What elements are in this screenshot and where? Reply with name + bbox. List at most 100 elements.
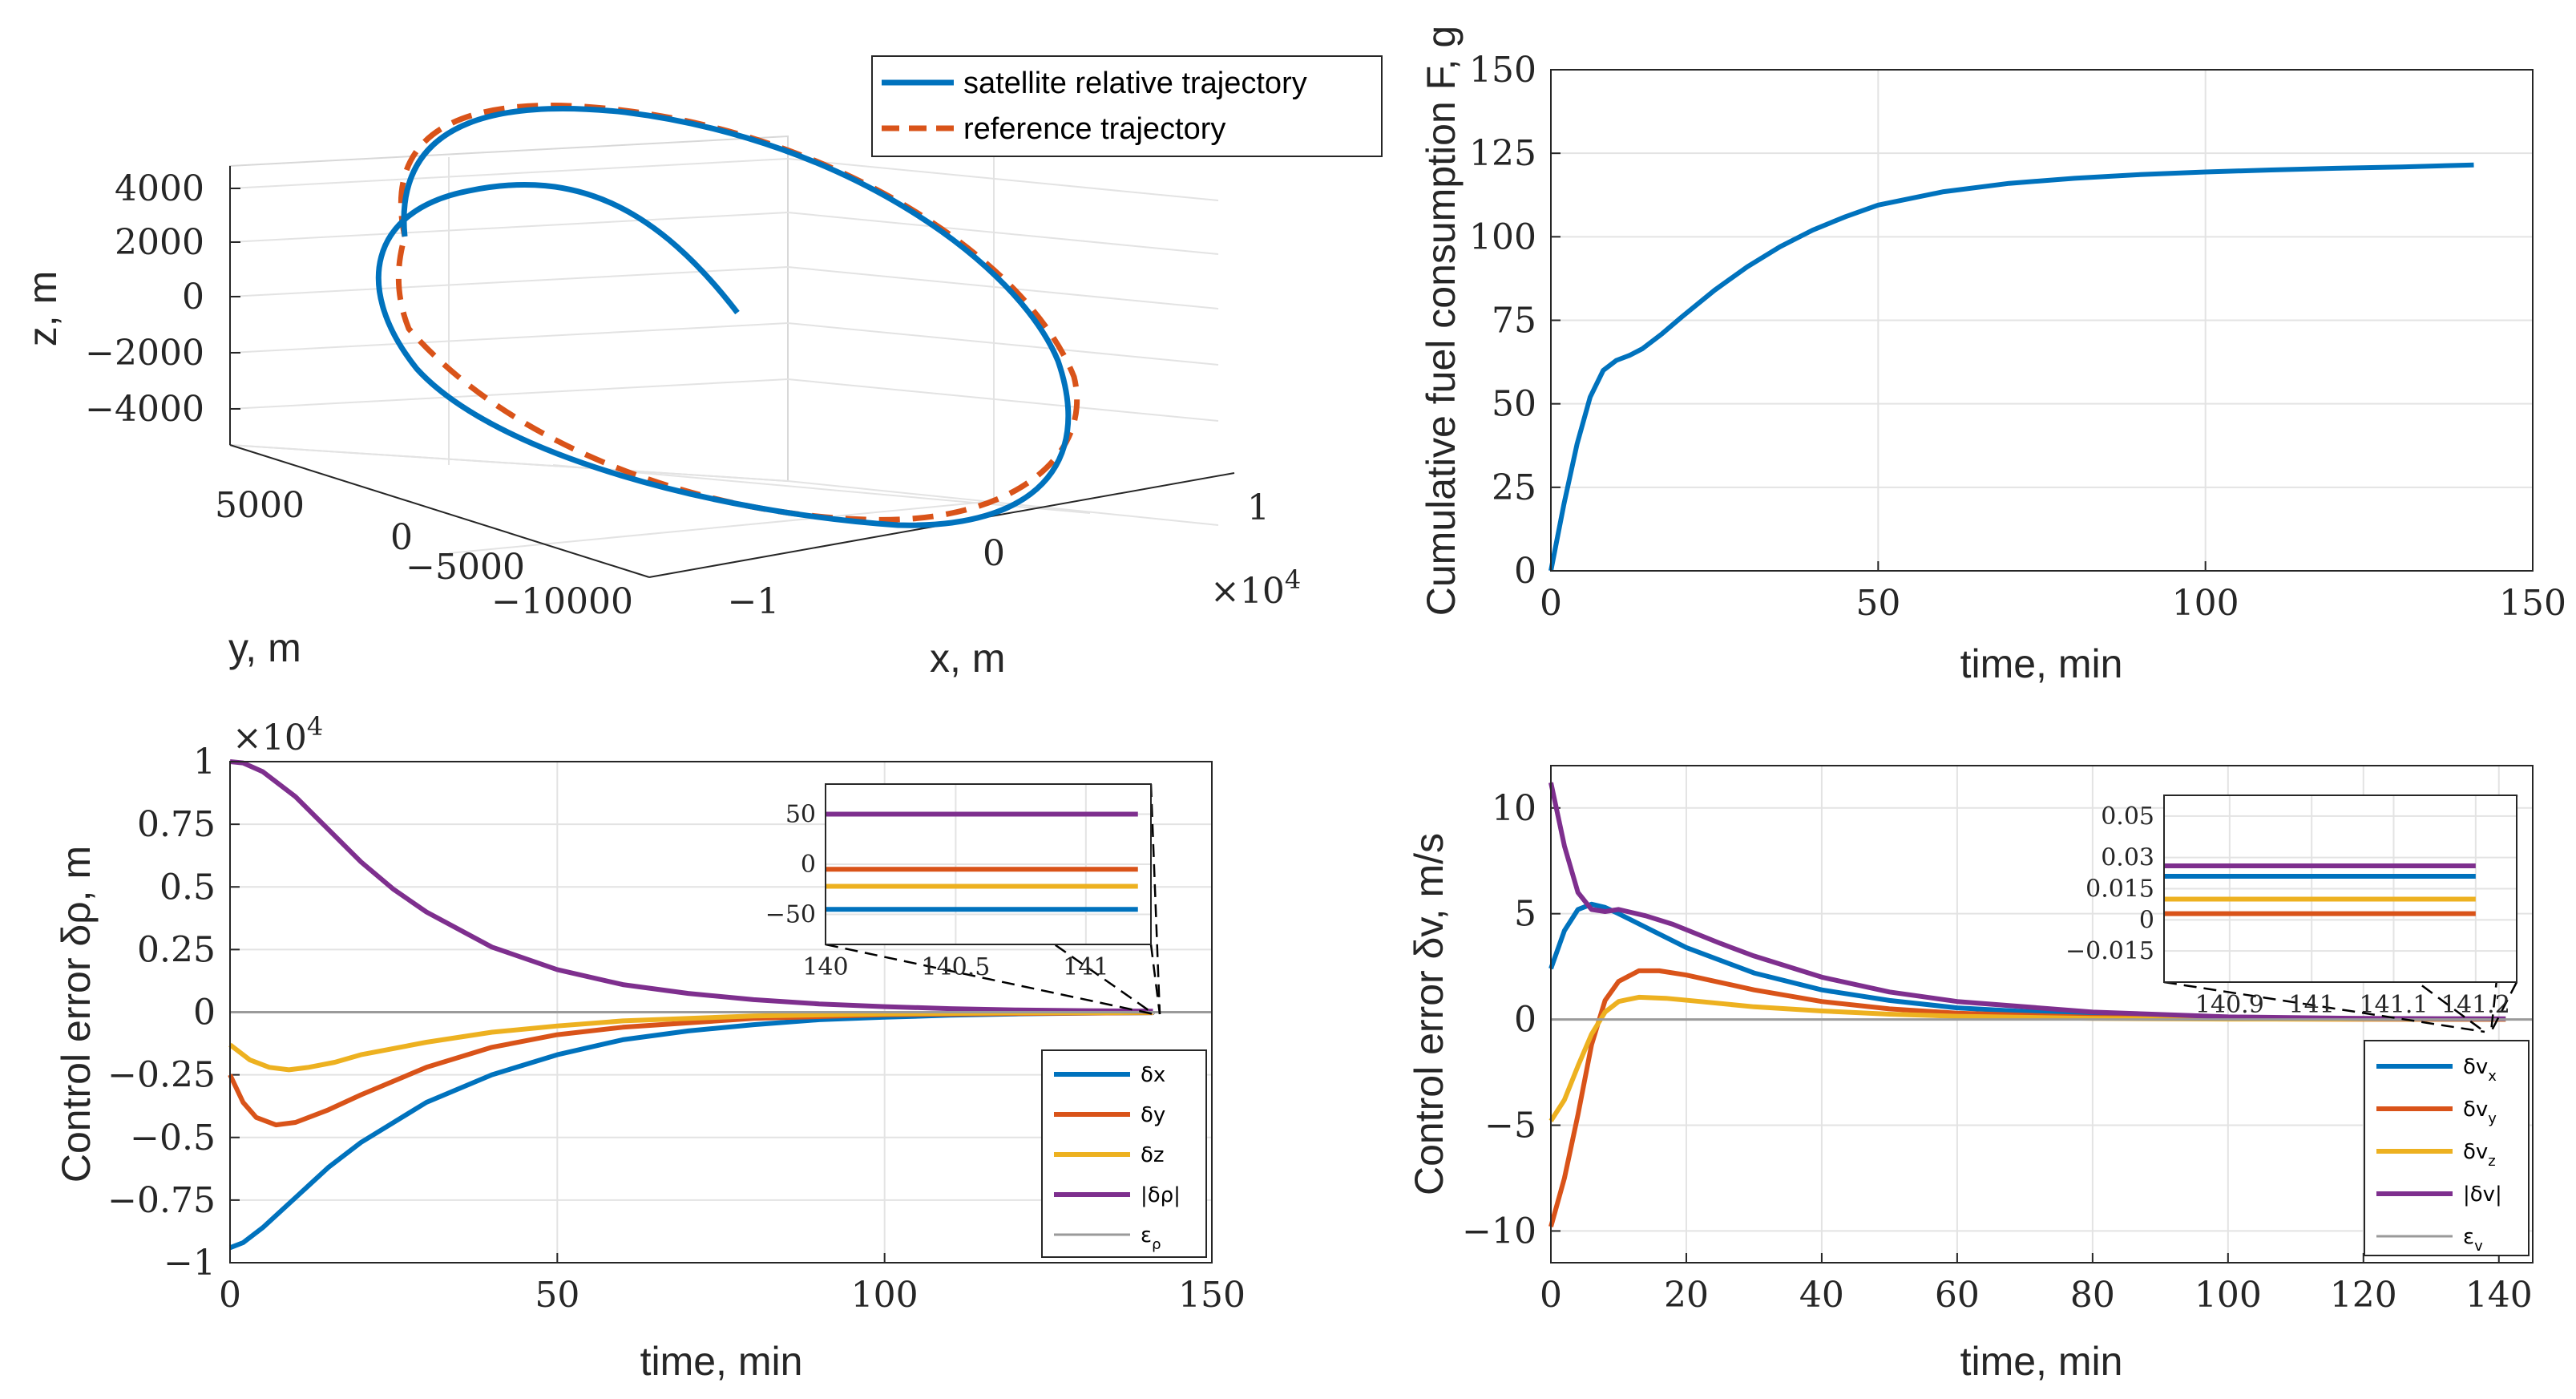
tr-x-axis-label: time, min <box>1960 641 2123 686</box>
y-tick-label: −10000 <box>491 581 633 622</box>
x-tick-label: 0 <box>1540 1275 1562 1316</box>
inset-connector <box>2163 981 2485 1033</box>
series-line-yellow <box>1548 994 2506 1122</box>
br-y-axis-label: Control error δv, m/s <box>1407 833 1452 1195</box>
series-line-yellow <box>228 1009 1153 1073</box>
x-tick-label: 100 <box>2194 1275 2262 1316</box>
velocity-error-plot: 0 20 40 60 80 100 120 140 −10 −5 0 5 10 time, min Co… <box>1407 765 2534 1384</box>
tr-y-axis-label: Cumulative fuel consumption F, g <box>1419 26 1464 616</box>
legend-label: |δρ| <box>1141 1183 1181 1207</box>
3d-ticks <box>230 188 240 410</box>
legend-label: δvz <box>2463 1140 2496 1170</box>
bl-inset-tick-labels: 140 140.5 141 −50 0 50 <box>765 801 1109 982</box>
y-tick-label: −5000 <box>406 547 525 588</box>
bl-legend: δx δy δz |δρ| ερ <box>1041 1049 1207 1258</box>
inset-connector <box>825 943 1155 1016</box>
bl-lines <box>228 759 1212 1251</box>
br-tick-labels: 0 20 40 60 80 100 120 140 −10 −5 0 5 10 <box>1462 788 2533 1316</box>
br-inset: 140.9 141 141.1 141.2 −0.015 00.015 0.03 0.05 <box>2065 794 2518 1033</box>
z-tick-label: −4000 <box>85 389 204 430</box>
y-tick-label: 10 <box>1492 788 1536 829</box>
trajectory-3d-plot: 4000 2000 0 −2000 −4000 5000 0 −5000 −10… <box>20 55 1383 681</box>
x-tick-label: 100 <box>851 1275 919 1316</box>
y-tick-label: 0 <box>390 517 413 558</box>
position-error-plot: 0 50 100 150 −1 −0.75 −0.5 −0.25 0 0.25 0.5 0.75 1 ×… <box>54 711 1246 1384</box>
inset-y-tick-label: 0.015 <box>2085 875 2154 904</box>
br-inset-grid <box>2164 795 2517 982</box>
tr-axes-box <box>1550 69 2534 572</box>
y-tick-label: 150 <box>1469 50 1536 91</box>
y-tick-label: 0.5 <box>159 867 216 908</box>
y-tick-label: 125 <box>1469 133 1536 174</box>
fuel-consumption-plot: 0 50 100 150 0 25 50 75 100 125 150 time, min Cumu… <box>1419 26 2566 686</box>
y-tick-label: 0.25 <box>137 929 216 970</box>
x-tick-label: 120 <box>2330 1275 2397 1316</box>
y-tick-label: 50 <box>1492 384 1536 425</box>
br-inset-tick-labels: 140.9 141 141.1 141.2 −0.015 00.015 0.03 0.05 <box>2065 803 2510 1019</box>
br-x-axis-label: time, min <box>1960 1339 2123 1384</box>
x-tick-label: 80 <box>2070 1275 2115 1316</box>
legend-label: δvx <box>2463 1055 2497 1085</box>
inset-y-tick-label: −50 <box>765 901 816 929</box>
z-tick-labels: 4000 2000 0 −2000 −4000 <box>85 168 204 430</box>
inset-x-tick-label: 140.5 <box>921 953 990 981</box>
legend-label: δx <box>1141 1063 1165 1087</box>
tr-lines <box>1548 162 2474 572</box>
z-axis-label: z, m <box>20 271 65 346</box>
series-line-blue <box>1548 162 2474 572</box>
inset-x-tick-label: 141 <box>2289 991 2335 1019</box>
inset-y-tick-label: 50 <box>785 801 816 829</box>
inset-y-tick-label: 0 <box>801 851 816 879</box>
bl-inset-box <box>825 783 1152 945</box>
z-tick-label: 0 <box>182 277 204 317</box>
inset-x-tick-label: 140 <box>802 953 848 981</box>
x-tick-label: 0 <box>1540 583 1562 624</box>
bl-axes-box <box>229 761 1213 1264</box>
inset-x-tick-label: 141 <box>1063 953 1108 981</box>
tr-tick-labels: 0 50 100 150 0 25 50 75 100 125 150 <box>1469 50 2566 624</box>
x-tick-label: 0 <box>983 533 1005 574</box>
y-tick-label: −0.5 <box>130 1118 216 1158</box>
y-tick-labels-3d: 5000 0 −5000 −10000 <box>215 485 633 622</box>
legend-label: δvy <box>2463 1098 2497 1127</box>
bl-y-axis-label: Control error δρ, m <box>54 846 99 1183</box>
z-tick-label: 4000 <box>115 168 204 209</box>
y-tick-label: 0 <box>1514 551 1536 592</box>
y-axis-label-3d: y, m <box>228 625 301 670</box>
x-tick-labels-3d: −1 0 1 <box>728 487 1270 622</box>
series-line-purple <box>1548 782 2506 1021</box>
x-tick-label: 50 <box>1855 583 1900 624</box>
x-tick-label: 150 <box>2499 583 2566 624</box>
br-legend: δvx δvy δvz |δv| εv <box>2364 1040 2530 1256</box>
y-tick-label: 5 <box>1514 894 1536 935</box>
legend-box <box>2364 1040 2530 1256</box>
inset-connector <box>2489 981 2518 1033</box>
z-tick-label: 2000 <box>115 222 204 263</box>
y-tick-label: −1 <box>164 1243 216 1284</box>
satellite-trajectory-line <box>376 105 1072 528</box>
legend-label-reference: reference trajectory <box>963 112 1225 146</box>
y-tick-label: 0 <box>193 993 216 1033</box>
bl-exponent-label: ×104 <box>232 711 323 758</box>
legend-3d: satellite relative trajectory reference … <box>871 55 1383 157</box>
y-tick-label: 1 <box>193 742 216 782</box>
x-axis-label-3d: x, m <box>930 636 1005 681</box>
inset-y-tick-label: −0.015 <box>2065 937 2154 965</box>
x-tick-label: 150 <box>1178 1275 1246 1316</box>
inset-x-tick-label: 141.2 <box>2441 991 2510 1019</box>
z-tick-label: −2000 <box>85 333 204 374</box>
br-lines <box>1548 782 2533 1227</box>
y-tick-label: −5 <box>1484 1106 1536 1146</box>
inset-connector <box>1149 944 1161 1015</box>
legend-label-satellite: satellite relative trajectory <box>963 67 1307 100</box>
bl-inset-lines <box>826 811 1138 912</box>
y-tick-label: 75 <box>1492 301 1536 342</box>
br-inset-box <box>2163 795 2517 983</box>
x-tick-label: −1 <box>728 581 780 622</box>
inset-x-tick-label: 141.1 <box>2360 991 2429 1019</box>
legend-box <box>871 55 1383 157</box>
bl-inset: 140 140.5 141 −50 0 50 <box>765 782 1161 1016</box>
y-tick-label: 100 <box>1469 216 1536 257</box>
y-tick-label: 0.75 <box>137 804 216 845</box>
